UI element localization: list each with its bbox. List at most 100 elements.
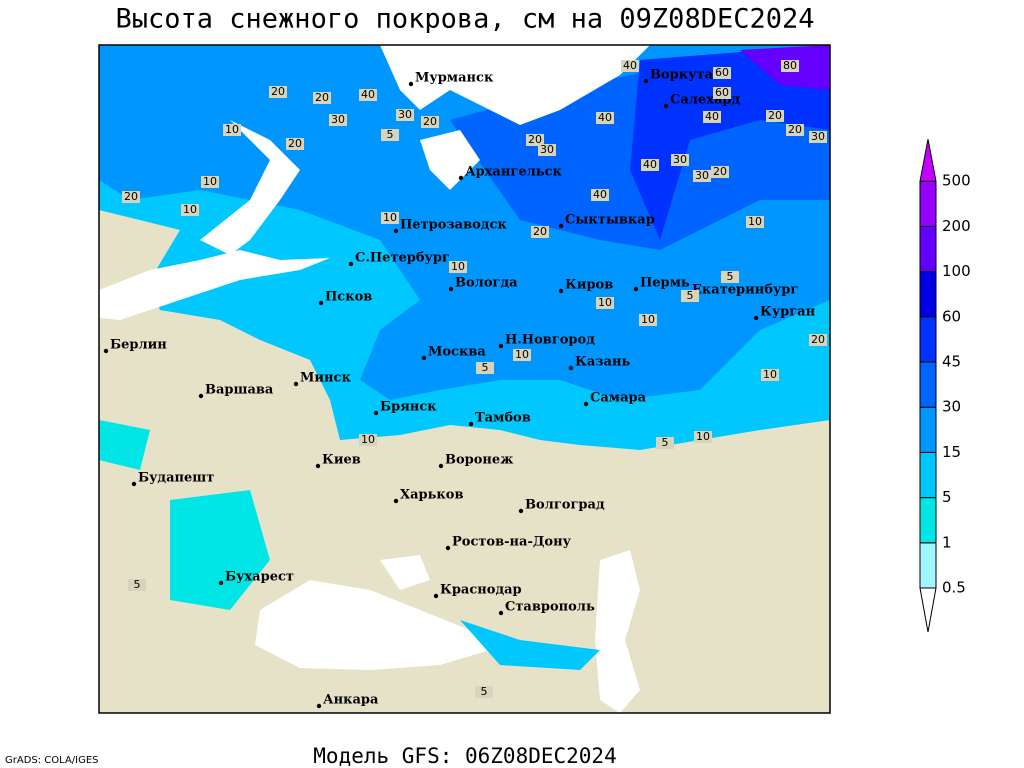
city-label: Екатеринбург xyxy=(692,283,798,298)
contour-label-bg xyxy=(313,92,331,104)
contour-label-bg xyxy=(809,131,827,143)
city-dot xyxy=(468,421,474,427)
contour-label: 5 xyxy=(687,289,694,302)
contour-label: 20 xyxy=(713,165,727,178)
contour-label: 30 xyxy=(673,153,687,166)
title: Высота снежного покрова, см на 09Z08DEC2… xyxy=(116,4,815,35)
contour-label-bg xyxy=(681,290,699,302)
city-label: Псков xyxy=(325,290,372,305)
contour-label-bg xyxy=(713,87,731,99)
snow-area xyxy=(99,420,150,470)
map-frame xyxy=(98,44,831,714)
contour-label-bg xyxy=(475,686,493,698)
legend-label: 15 xyxy=(942,443,961,461)
city-label: Курган xyxy=(760,305,816,320)
legend-swatch xyxy=(919,316,937,363)
city-label: Н.Новгород xyxy=(505,333,595,348)
contour-label: 20 xyxy=(288,137,302,150)
contour-label: 10 xyxy=(383,211,397,224)
city-dot xyxy=(663,103,669,109)
contour-label-bg xyxy=(703,111,721,123)
city-label: Минск xyxy=(300,371,351,386)
city-label: Тамбов xyxy=(475,411,531,426)
city-dot xyxy=(315,463,321,469)
contour-label: 5 xyxy=(134,578,141,591)
city-dot xyxy=(445,545,451,551)
city-dot xyxy=(421,355,427,361)
contour-label-bg xyxy=(693,170,711,182)
city-label: Ставрополь xyxy=(505,600,595,615)
footer: Модель GFS: 06Z08DEC2024 xyxy=(313,744,616,768)
contour-label-bg xyxy=(621,60,639,72)
legend-label: 100 xyxy=(942,262,971,280)
city-label: Киров xyxy=(565,278,613,293)
contour-label-bg xyxy=(713,67,731,79)
contour-label-bg xyxy=(181,204,199,216)
contour-label: 10 xyxy=(361,433,375,446)
city-dot xyxy=(753,315,759,321)
legend-swatch xyxy=(919,451,937,499)
contour-label-bg xyxy=(694,431,712,443)
city-label: Анкара xyxy=(323,693,379,708)
contour-label: 30 xyxy=(811,130,825,143)
legend-swatch xyxy=(919,225,937,273)
contour-label: 5 xyxy=(481,685,488,698)
sea xyxy=(255,580,490,670)
snow-area xyxy=(170,490,270,610)
city-dot xyxy=(393,228,399,234)
legend-top-triangle xyxy=(919,139,937,182)
contour-label-bg xyxy=(359,434,377,446)
legend-swatch xyxy=(919,271,937,318)
sea xyxy=(380,555,430,590)
city-dot xyxy=(103,348,109,354)
contour-label-bg xyxy=(786,124,804,136)
contour-label: 10 xyxy=(748,215,762,228)
contour-label-bg xyxy=(329,114,347,126)
contour-label: 40 xyxy=(361,88,375,101)
contour-label-bg xyxy=(381,129,399,141)
contour-label-bg xyxy=(809,334,827,346)
city-label: Мурманск xyxy=(415,71,494,86)
contour-label-bg xyxy=(766,110,784,122)
contour-label: 80 xyxy=(783,59,797,72)
snow-area xyxy=(630,45,830,240)
contour-label: 40 xyxy=(593,188,607,201)
city-label: Бухарест xyxy=(225,570,294,585)
contour-label-bg xyxy=(596,112,614,124)
city-label: Петрозаводск xyxy=(400,218,507,233)
contour-label: 5 xyxy=(662,436,669,449)
city-label: Краснодар xyxy=(440,583,522,598)
sea xyxy=(380,45,650,125)
city-dot xyxy=(643,78,649,84)
legend-bottom-triangle xyxy=(919,587,937,633)
city-label: Ростов-на-Дону xyxy=(452,535,572,550)
legend-swatch xyxy=(919,361,937,408)
city-label: Брянск xyxy=(380,400,437,415)
city-label: Воронеж xyxy=(445,453,513,468)
contour-label-bg xyxy=(223,124,241,136)
contour-label: 5 xyxy=(387,128,394,141)
legend-label: 5 xyxy=(942,488,952,506)
contour-label-bg xyxy=(269,86,287,98)
contour-label: 40 xyxy=(643,158,657,171)
legend-swatch xyxy=(919,180,937,227)
city-label: С.Петербург xyxy=(355,251,450,266)
city-dot xyxy=(373,410,379,416)
contour-label: 20 xyxy=(788,123,802,136)
credit: GrADS: COLA/IGES xyxy=(5,755,99,766)
city-label: Москва xyxy=(428,345,486,360)
sea xyxy=(595,550,640,713)
city-dot xyxy=(408,81,414,87)
legend-swatch xyxy=(919,542,937,589)
contour-label: 20 xyxy=(533,225,547,238)
contour-label-bg xyxy=(591,189,609,201)
city-dot xyxy=(318,300,324,306)
city-dot xyxy=(498,343,504,349)
contour-label-bg xyxy=(449,261,467,273)
city-dot xyxy=(498,610,504,616)
contour-label: 5 xyxy=(482,361,489,374)
contour-label-bg xyxy=(531,226,549,238)
contour-label-bg xyxy=(526,134,544,146)
sea xyxy=(99,250,330,320)
